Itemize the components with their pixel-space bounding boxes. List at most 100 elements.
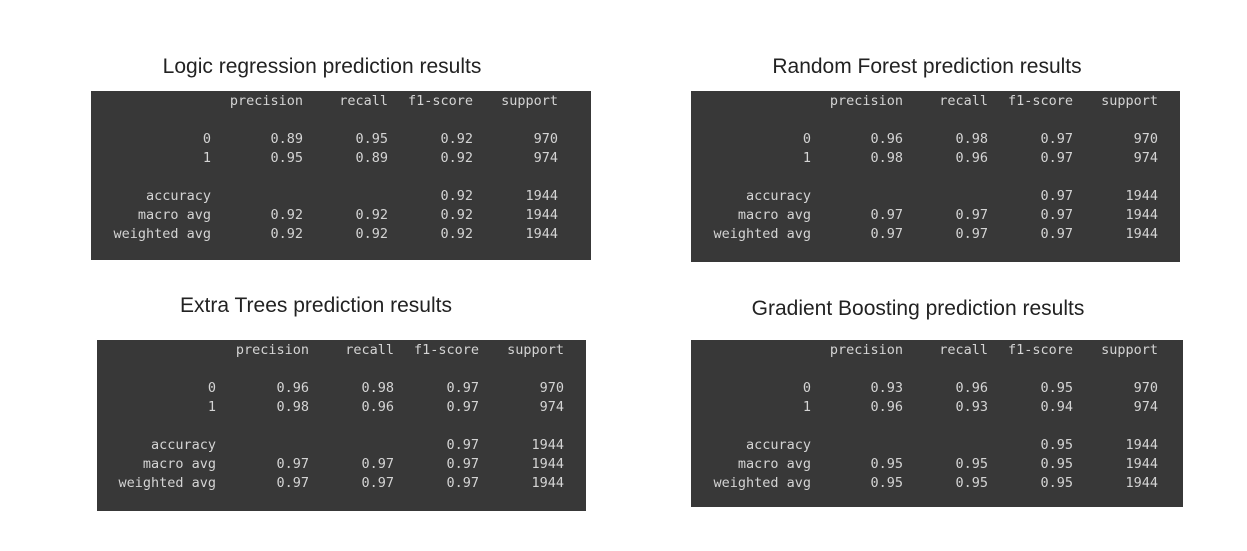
metric-value: 0.92 xyxy=(355,226,388,242)
metric-value: 0.92 xyxy=(440,207,473,223)
metric-value: 0.97 xyxy=(276,456,309,472)
panel-title: Extra Trees prediction results xyxy=(180,294,452,317)
column-header: support xyxy=(1101,342,1158,358)
metric-value: 974 xyxy=(1133,399,1158,415)
metric-value: 0.89 xyxy=(270,131,303,147)
row-label: macro avg xyxy=(737,207,811,223)
metric-value: 0.95 xyxy=(870,475,903,491)
row-label: 0 xyxy=(802,131,811,147)
column-header: precision xyxy=(829,342,903,358)
metric-value: 0.96 xyxy=(870,399,903,415)
column-header: f1-score xyxy=(1007,342,1073,358)
metric-value: 0.97 xyxy=(955,207,988,223)
row-label: weighted avg xyxy=(713,475,811,491)
metric-value: 970 xyxy=(1133,380,1158,396)
row-label: macro avg xyxy=(142,456,216,472)
metric-value: 0.92 xyxy=(440,150,473,166)
row-label: 0 xyxy=(802,380,811,396)
metric-value: 0.98 xyxy=(276,399,309,415)
metric-value: 1944 xyxy=(525,207,558,223)
metric-value: 0.97 xyxy=(870,207,903,223)
metric-value: 970 xyxy=(533,131,558,147)
metric-value: 0.97 xyxy=(446,380,479,396)
metric-value: 1944 xyxy=(525,188,558,204)
metric-value: 0.93 xyxy=(955,399,988,415)
metric-value: 974 xyxy=(539,399,564,415)
metric-value: 0.95 xyxy=(270,150,303,166)
metric-value: 0.96 xyxy=(955,150,988,166)
metric-value: 0.92 xyxy=(440,131,473,147)
metric-value: 0.95 xyxy=(1040,456,1073,472)
metric-value: 0.98 xyxy=(955,131,988,147)
metric-value: 0.95 xyxy=(870,456,903,472)
row-label: weighted avg xyxy=(118,475,216,491)
metric-value: 0.97 xyxy=(446,437,479,453)
row-label: 1 xyxy=(802,399,811,415)
metric-value: 0.97 xyxy=(361,475,394,491)
column-header: precision xyxy=(229,93,303,109)
metric-value: 1944 xyxy=(531,437,564,453)
classification-report-output: precision recall f1-score support 0 0.93 0.96 0… xyxy=(691,340,1183,507)
classification-report-output: precision recall f1-score support 0 0.96 0.98 0… xyxy=(691,91,1180,262)
metric-value: 970 xyxy=(539,380,564,396)
row-label: macro avg xyxy=(137,207,211,223)
metric-value: 0.95 xyxy=(1040,437,1073,453)
row-label: weighted avg xyxy=(113,226,211,242)
column-header: support xyxy=(501,93,558,109)
metric-value: 0.96 xyxy=(870,131,903,147)
metric-value: 0.92 xyxy=(440,188,473,204)
column-header: recall xyxy=(939,93,988,109)
metric-value: 974 xyxy=(1133,150,1158,166)
row-label: 0 xyxy=(207,380,216,396)
metric-value: 0.92 xyxy=(355,207,388,223)
metric-value: 1944 xyxy=(525,226,558,242)
row-label: 1 xyxy=(207,399,216,415)
column-header: f1-score xyxy=(413,342,479,358)
metric-value: 0.97 xyxy=(361,456,394,472)
row-label: accuracy xyxy=(145,188,211,204)
metric-value: 0.97 xyxy=(1040,150,1073,166)
column-header: recall xyxy=(339,93,388,109)
metric-value: 970 xyxy=(1133,131,1158,147)
metric-value: 0.97 xyxy=(1040,226,1073,242)
column-header: precision xyxy=(829,93,903,109)
metric-value: 0.93 xyxy=(870,380,903,396)
metric-value: 0.92 xyxy=(270,207,303,223)
metric-value: 0.97 xyxy=(446,475,479,491)
metric-value: 0.94 xyxy=(1040,399,1073,415)
metric-value: 1944 xyxy=(1125,207,1158,223)
classification-report-output: precision recall f1-score support 0 0.89 0.95 0… xyxy=(91,91,591,260)
row-label: accuracy xyxy=(150,437,216,453)
column-header: recall xyxy=(939,342,988,358)
classification-report-output: precision recall f1-score support 0 0.96 0.98 0… xyxy=(97,340,586,511)
metric-value: 1944 xyxy=(1125,456,1158,472)
metric-value: 0.96 xyxy=(276,380,309,396)
row-label: 1 xyxy=(202,150,211,166)
metric-value: 0.95 xyxy=(955,456,988,472)
column-header: f1-score xyxy=(1007,93,1073,109)
metric-value: 0.95 xyxy=(1040,475,1073,491)
metric-value: 0.98 xyxy=(361,380,394,396)
metric-value: 1944 xyxy=(1125,226,1158,242)
metric-value: 0.97 xyxy=(1040,131,1073,147)
metric-value: 0.97 xyxy=(276,475,309,491)
column-header: precision xyxy=(235,342,309,358)
panel-title: Logic regression prediction results xyxy=(162,55,482,78)
row-label: macro avg xyxy=(737,456,811,472)
metric-value: 1944 xyxy=(1125,475,1158,491)
metric-value: 1944 xyxy=(1125,437,1158,453)
column-header: support xyxy=(1101,93,1158,109)
metric-value: 0.97 xyxy=(1040,188,1073,204)
metric-value: 0.89 xyxy=(355,150,388,166)
metric-value: 0.97 xyxy=(446,456,479,472)
row-label: 1 xyxy=(802,150,811,166)
column-header: recall xyxy=(345,342,394,358)
metric-value: 0.97 xyxy=(870,226,903,242)
metric-value: 0.96 xyxy=(361,399,394,415)
metric-value: 1944 xyxy=(531,456,564,472)
metric-value: 0.97 xyxy=(955,226,988,242)
row-label: weighted avg xyxy=(713,226,811,242)
metric-value: 0.95 xyxy=(955,475,988,491)
metric-value: 0.97 xyxy=(1040,207,1073,223)
panel-title: Gradient Boosting prediction results xyxy=(751,297,1085,320)
